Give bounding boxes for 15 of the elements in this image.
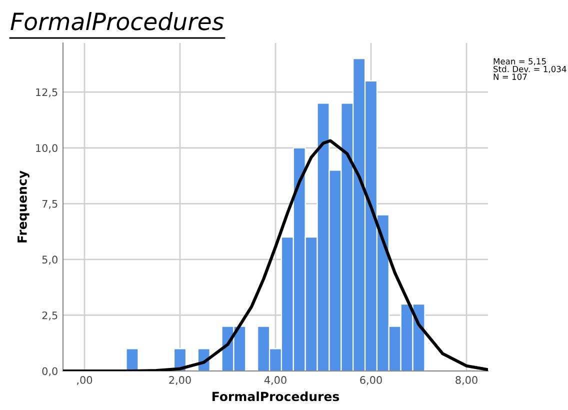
text: Mean = 5,15 Std. Dev. = 1,034 N = 107 [494, 58, 566, 80]
y-tick-label: 0,0 [42, 367, 58, 376]
y-tick-label: 7,5 [42, 200, 58, 209]
x-tick-label: 4,00 [264, 376, 286, 385]
x-tick-label: 8,00 [456, 376, 478, 385]
y-tick-label: 10,0 [36, 144, 58, 154]
y-tick-label: 2,5 [42, 311, 58, 320]
y-tick-label: 5,0 [42, 256, 58, 265]
y-tick-label: 12,5 [36, 88, 58, 98]
x-axis-title: FormalProcedures [212, 392, 340, 402]
x-tick-label: ,00 [77, 376, 92, 385]
chart-title: FormalProcedures [10, 12, 224, 30]
x-tick-label: 6,00 [360, 376, 382, 385]
y-axis-title: Frequency [18, 170, 30, 242]
x-tick-label: 2,00 [169, 376, 191, 385]
